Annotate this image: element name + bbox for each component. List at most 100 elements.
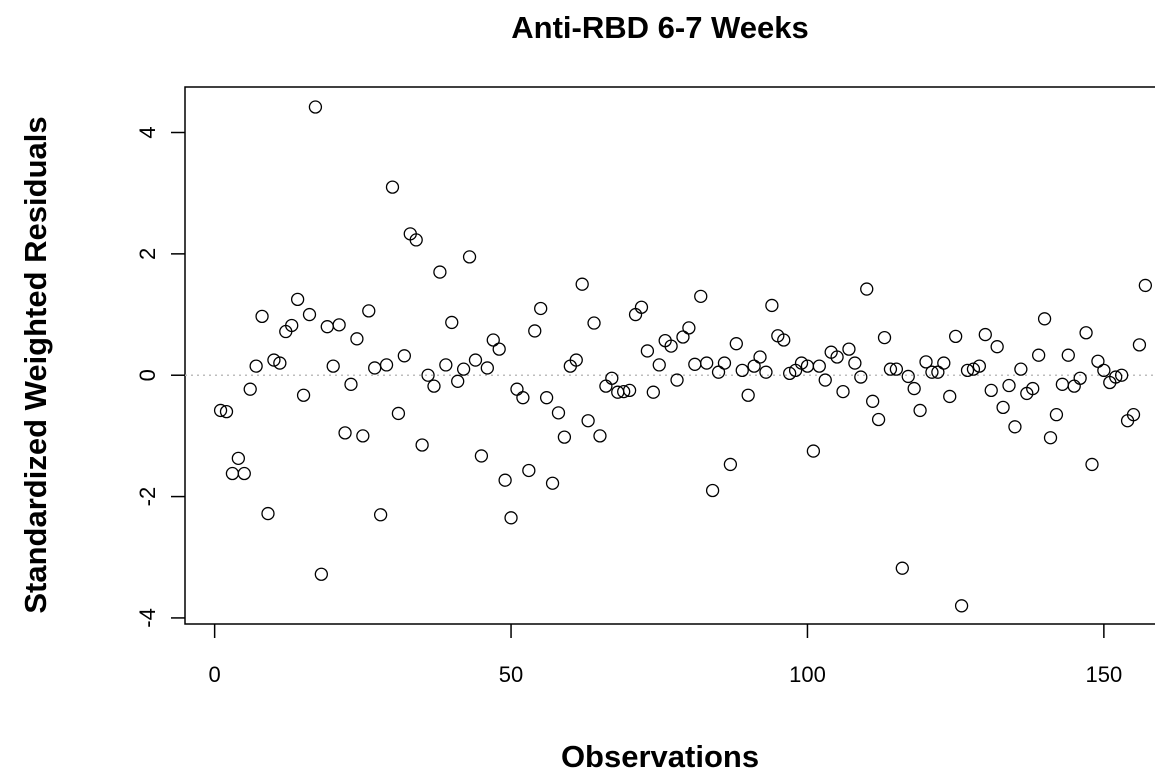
data-point [842,342,856,356]
y-tick-label: 0 [135,369,160,381]
data-point [1032,348,1046,362]
data-point [652,358,666,372]
data-point [806,444,821,458]
data-point [1097,363,1111,378]
data-point [593,429,607,443]
data-point [937,356,951,370]
x-tick-label: 0 [209,662,221,687]
data-point [213,403,228,418]
data-point [717,356,732,370]
data-point [451,374,465,388]
data-point [925,365,939,379]
data-point [694,289,708,303]
data-point [723,457,738,472]
data-point [373,508,388,522]
data-point [949,329,963,344]
data-point [866,394,880,408]
data-point [320,320,334,334]
data-point [249,359,263,373]
data-point [854,370,868,384]
data-point [1002,378,1016,393]
data-point [759,365,773,379]
data-point [492,342,506,356]
data-point [830,350,844,364]
data-point [486,333,500,347]
data-point [302,307,317,322]
data-point [777,333,791,347]
data-point [528,324,542,338]
data-point [516,391,530,405]
data-point [747,359,761,373]
y-tick-label: 2 [135,248,160,260]
data-point [326,359,340,373]
data-point [848,356,862,370]
data-point [255,309,269,324]
data-point [617,384,631,399]
data-point [534,301,548,316]
data-point [1061,348,1075,362]
data-point [682,321,696,335]
data-point [219,404,234,419]
data-point [1073,371,1087,385]
data-point [397,349,411,363]
data-point [990,340,1004,354]
data-point [445,315,459,330]
data-point [818,373,832,387]
data-point [504,511,518,525]
data-point [421,368,435,382]
data-point [296,388,311,402]
x-tick-label: 50 [499,662,523,687]
data-point [1114,368,1129,382]
data-point [700,356,714,370]
data-point [379,358,394,372]
data-point [1026,381,1040,396]
data-point [871,412,886,427]
data-point [468,353,483,367]
data-point [634,300,649,314]
data-point [753,350,767,364]
data-point [385,180,400,194]
data-point [711,365,726,379]
data-point [522,463,536,478]
data-point [913,403,927,418]
data-point [350,332,364,346]
x-tick-label: 150 [1086,662,1123,687]
data-point [344,377,358,391]
data-point [1049,408,1064,422]
data-point [356,429,370,443]
data-point [581,414,595,428]
data-point [954,599,969,613]
data-point [735,363,749,378]
data-point [273,356,287,370]
data-point [729,337,743,351]
data-point [877,330,892,345]
data-point [575,277,589,291]
data-point [510,382,524,396]
data-point [474,449,489,463]
data-point [1014,362,1028,376]
data-point [368,361,382,375]
data-point [640,344,655,358]
data-point [1067,379,1081,393]
data-point [705,483,720,498]
data-point [599,379,613,393]
data-point [1043,431,1058,445]
data-point [1138,278,1153,293]
data-point [362,304,376,318]
data-point [907,381,921,396]
data-point [462,250,477,264]
data-point [480,361,494,375]
data-point [261,506,275,521]
data-point [587,316,601,330]
data-point [741,388,755,402]
data-point [569,353,583,367]
data-point [996,400,1010,415]
data-point [1037,312,1052,326]
y-tick-label: 4 [135,126,160,138]
data-point [646,385,660,399]
data-point [231,451,246,465]
data-point [1008,420,1022,434]
data-point [1109,370,1123,384]
data-point [433,265,447,279]
